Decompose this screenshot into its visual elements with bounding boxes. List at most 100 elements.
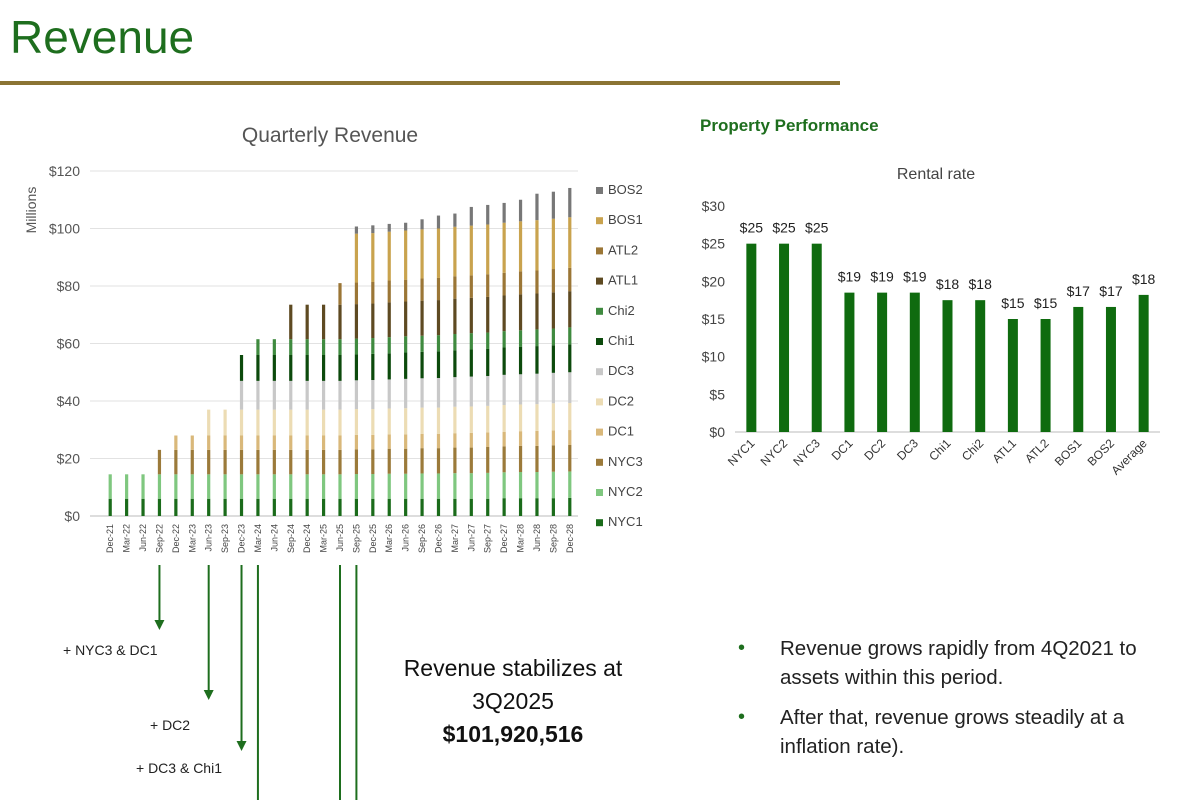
revenue-bar-segment (568, 403, 572, 431)
milestone-label: + DC3 & Chi1 (136, 760, 222, 776)
revenue-bar-segment (469, 349, 473, 377)
revenue-bar-segment (354, 380, 359, 410)
revenue-bar-segment (404, 279, 408, 302)
revenue-x-tick: Mar-28 (516, 524, 526, 553)
revenue-bar-segment (207, 435, 211, 450)
stabilize-line1: Revenue stabilizes at (403, 655, 623, 681)
rental-y-tick: $25 (702, 236, 726, 252)
legend-label: ATL1 (608, 273, 638, 288)
revenue-bar-segment (551, 328, 555, 346)
revenue-x-tick: Mar-27 (450, 524, 460, 553)
revenue-bar-segment (453, 473, 457, 499)
revenue-x-tick: Dec-21 (105, 524, 115, 553)
revenue-bar-segment (436, 448, 441, 474)
legend-swatch (596, 519, 603, 527)
revenue-bar-segment (453, 447, 457, 474)
revenue-bar-segment (108, 498, 112, 516)
rental-x-tick: NYC1 (725, 436, 758, 469)
revenue-bar-segment (157, 498, 162, 516)
revenue-x-tick: Dec-22 (171, 524, 181, 553)
revenue-bar-segment (469, 498, 473, 516)
revenue-bar-segment (535, 220, 539, 271)
revenue-bar-segment (535, 193, 539, 221)
revenue-bar-segment (502, 331, 506, 348)
revenue-bar-segment (469, 333, 473, 350)
revenue-bar-segment (223, 474, 227, 499)
legend-label: BOS2 (608, 182, 643, 197)
revenue-bar-segment (568, 497, 572, 516)
revenue-bar-segment (502, 431, 506, 447)
revenue-bar-segment (404, 352, 408, 379)
stabilized-revenue-amount: $101,920,516 (442, 721, 584, 747)
revenue-x-tick: Dec-25 (368, 524, 378, 553)
rental-y-tick: $15 (702, 311, 726, 327)
revenue-bar-segment (371, 434, 375, 450)
revenue-bar-segment (404, 230, 408, 280)
revenue-bar-segment (453, 498, 457, 516)
revenue-bar-segment (321, 355, 326, 381)
revenue-x-tick: Sep-26 (417, 524, 427, 553)
revenue-bar-segment (535, 498, 539, 516)
legend-swatch (596, 398, 603, 406)
revenue-bar-segment (321, 474, 326, 499)
revenue-bar-segment (404, 336, 408, 353)
revenue-bar-segment (518, 221, 523, 272)
revenue-x-tick: Jun-24 (269, 524, 279, 552)
bullet-item: After that, revenue grows steadily at a … (730, 703, 1200, 761)
revenue-x-tick: Mar-25 (319, 524, 329, 553)
revenue-bar-segment (502, 202, 506, 223)
revenue-x-tick: Jun-27 (466, 524, 476, 552)
revenue-bar-segment (321, 380, 326, 410)
revenue-bar-segment (272, 498, 276, 516)
rental-bar (975, 300, 986, 432)
revenue-bar-segment (568, 471, 572, 498)
legend-swatch (596, 187, 603, 194)
milestone-arrows: + NYC3 & DC1 + DC2 + DC3 & Chi1 (63, 565, 358, 800)
rental-x-tick: ATL2 (1022, 436, 1052, 466)
legend-label: DC1 (608, 424, 634, 439)
revenue-chart-title: Quarterly Revenue (242, 124, 418, 147)
revenue-bar-segment (256, 409, 260, 436)
revenue-bar-segment (404, 408, 408, 435)
revenue-x-tick: Sep-28 (548, 524, 558, 553)
revenue-bar-segment (518, 498, 523, 516)
revenue-bar-segment (174, 474, 178, 499)
revenue-bar-segment (551, 345, 555, 373)
revenue-bar-segment (486, 432, 490, 447)
revenue-bar-segment (371, 498, 375, 516)
revenue-bar-segment (354, 498, 359, 516)
rental-data-label: $17 (1099, 283, 1123, 299)
revenue-bar-segment (436, 473, 441, 499)
revenue-bar-segment (387, 337, 391, 354)
revenue-bar-segment (535, 472, 539, 499)
rental-bar (746, 243, 757, 432)
revenue-bar-segment (354, 474, 359, 499)
revenue-bar-segment (354, 338, 359, 355)
revenue-bar-segment (551, 269, 555, 293)
revenue-bar-segment (305, 449, 309, 475)
revenue-bar-segment (436, 498, 441, 516)
revenue-bar-segment (125, 498, 129, 516)
revenue-bar-segment (535, 445, 539, 473)
revenue-bar-segment (387, 408, 391, 435)
property-performance-heading: Property Performance (700, 116, 879, 135)
legend-swatch (596, 277, 603, 285)
revenue-bar-segment (371, 225, 375, 234)
revenue-bar-segment (518, 271, 523, 295)
rental-data-label: $17 (1067, 283, 1091, 299)
revenue-bar-segment (486, 224, 490, 275)
rental-data-label: $25 (740, 220, 764, 236)
revenue-bar-segment (453, 213, 457, 227)
rental-x-tick: DC1 (829, 436, 856, 463)
revenue-bar-segment (453, 350, 457, 378)
legend-swatch (596, 338, 603, 345)
revenue-bar-segment (387, 280, 391, 303)
revenue-bar-segment (486, 405, 490, 433)
revenue-bar-segment (469, 447, 473, 474)
revenue-bar-segment (568, 327, 572, 345)
revenue-bar-segment (453, 433, 457, 448)
revenue-bar-segment (371, 233, 375, 282)
revenue-bar-segment (568, 187, 572, 218)
revenue-bar-segment (239, 498, 244, 516)
revenue-bar-segment (305, 355, 309, 381)
